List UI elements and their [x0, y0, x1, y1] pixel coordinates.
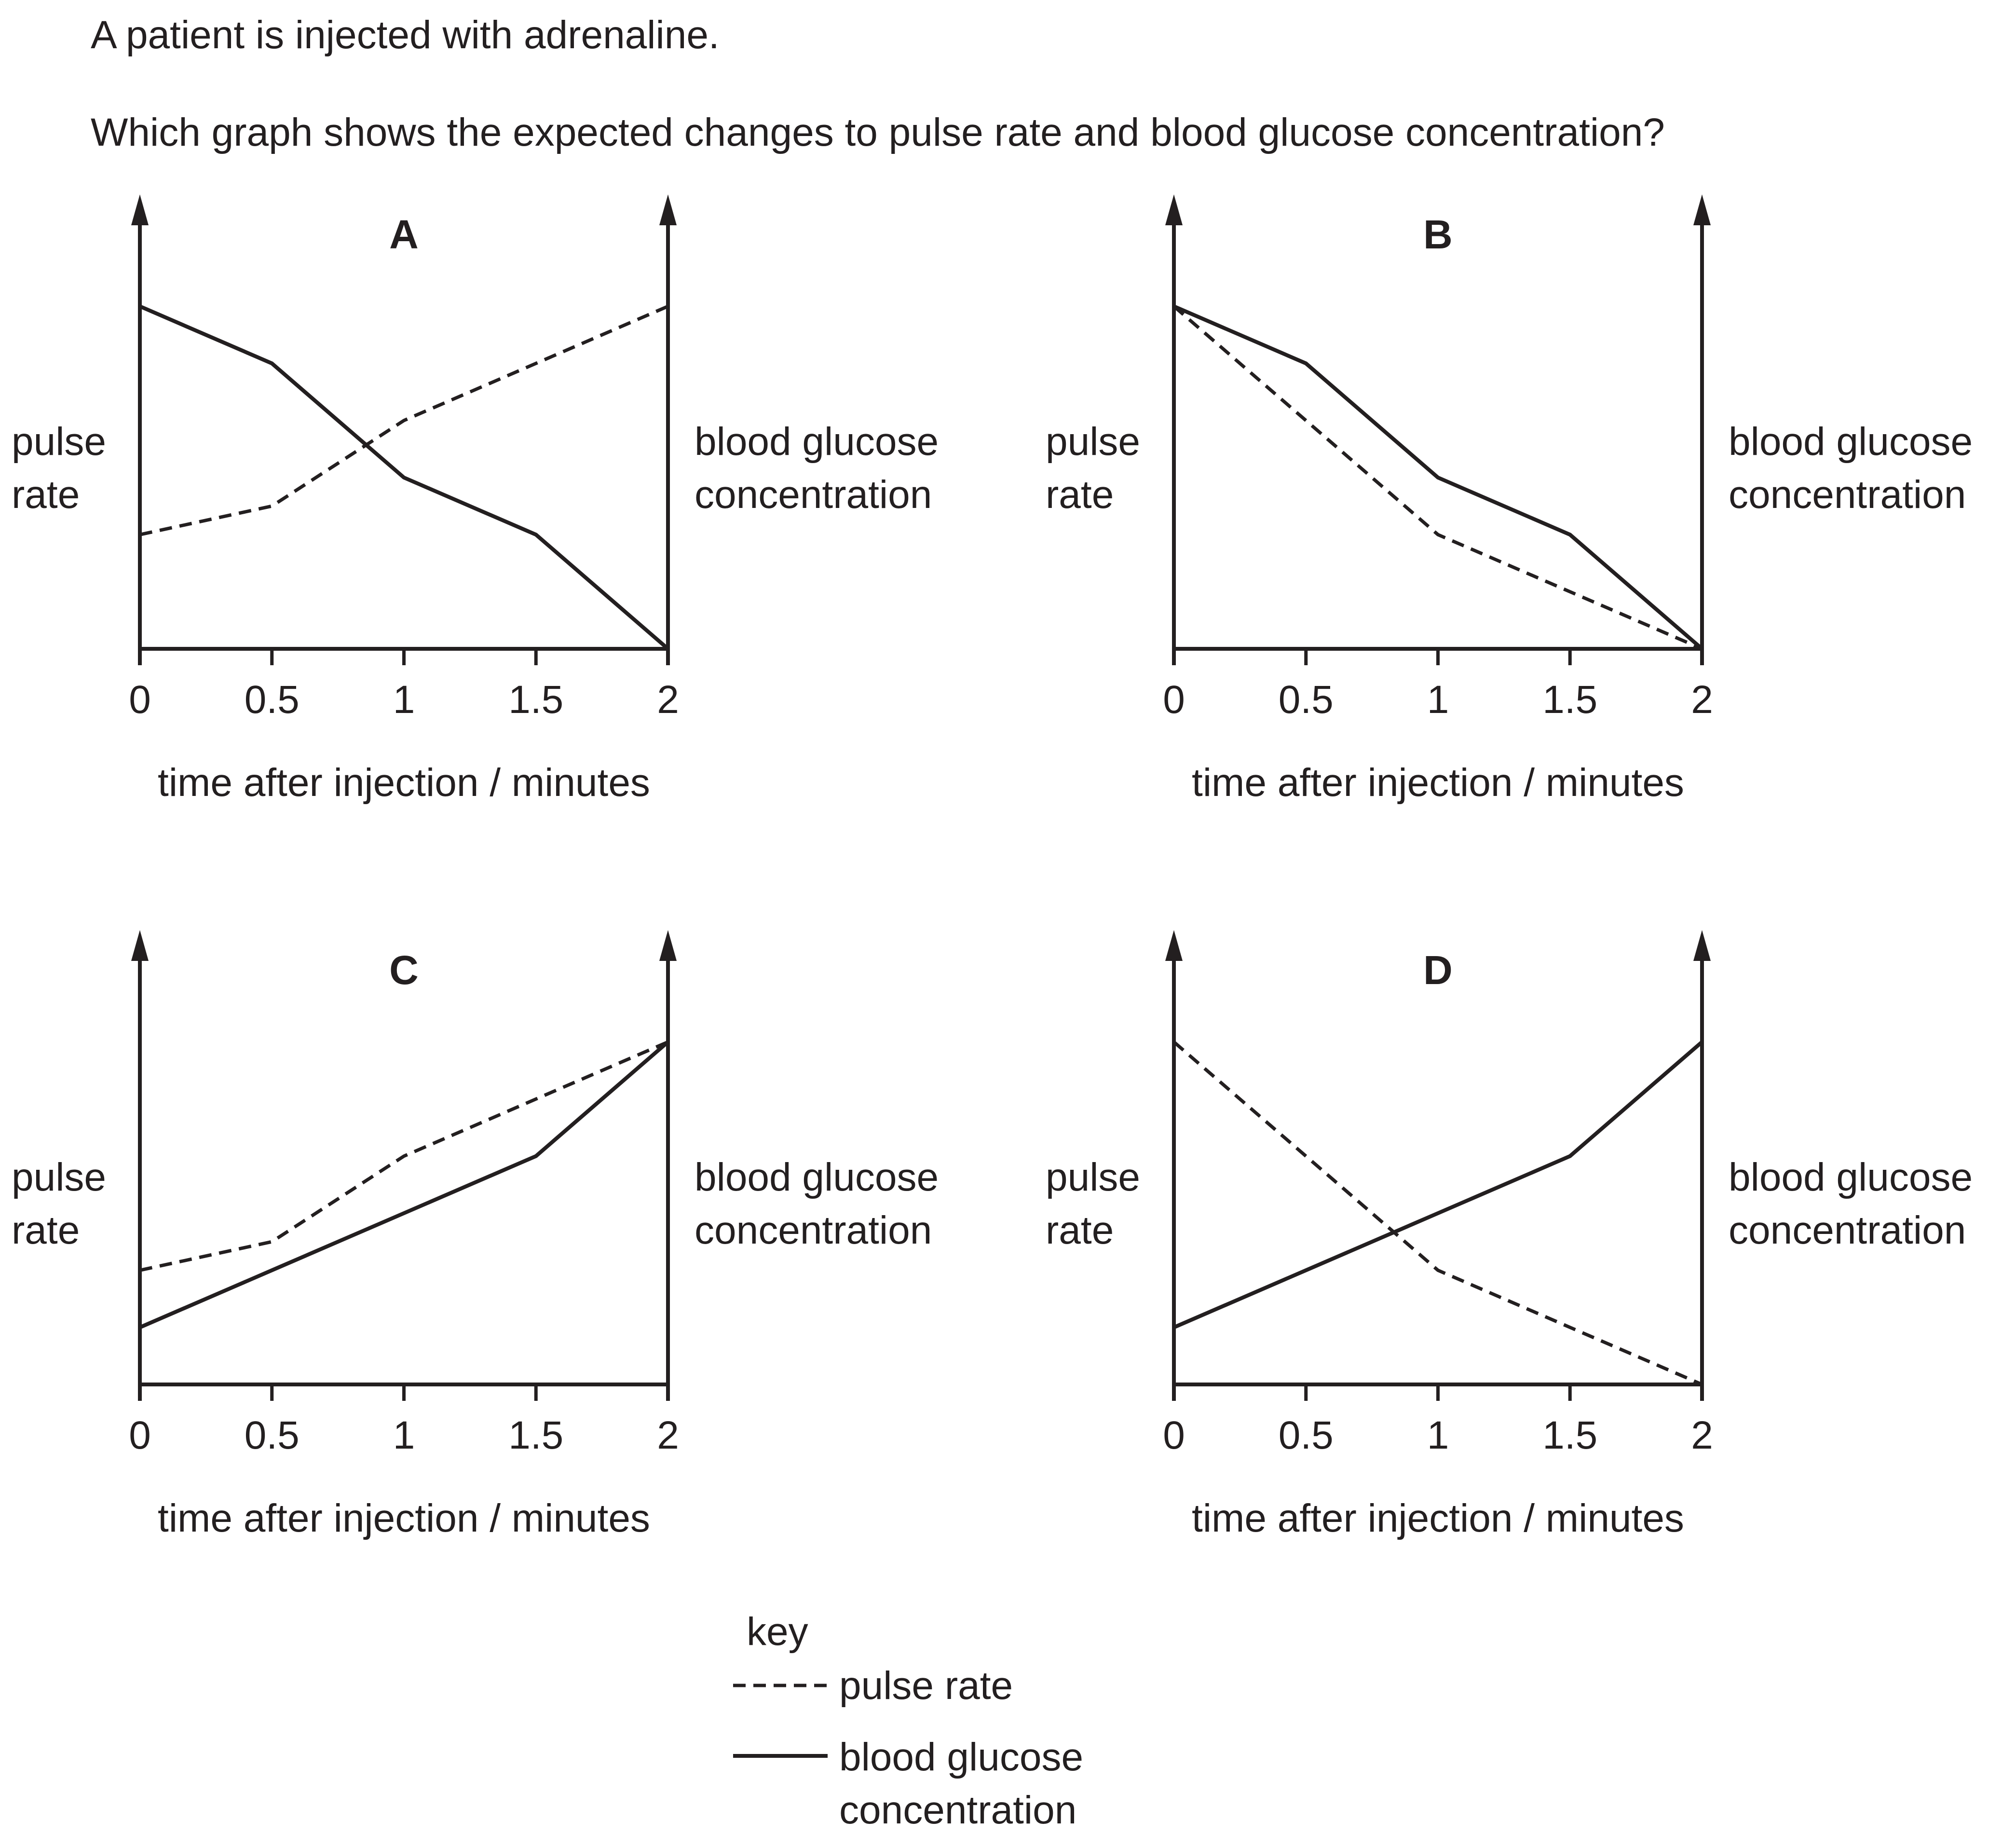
right-axis-label-line1: blood glucose — [695, 420, 939, 464]
left-axis-label-line2: rate — [1046, 1208, 1114, 1252]
x-tick-label: 1 — [393, 678, 415, 722]
x-tick-label: 1 — [393, 1413, 415, 1457]
right-axis-label-line1: blood glucose — [695, 1155, 939, 1199]
right-axis-label-line2: concentration — [1729, 1208, 1966, 1252]
pulse-rate-line — [139, 1040, 669, 1272]
graph-title: C — [389, 947, 419, 993]
right-axis-label-line2: concentration — [1729, 473, 1966, 517]
x-tick-label: 1 — [1427, 1413, 1449, 1457]
blood-glucose-line — [1173, 1040, 1703, 1329]
right-axis-label-line1: blood glucose — [1729, 1155, 1973, 1199]
x-axis-label: time after injection / minutes — [158, 761, 650, 805]
x-tick-label: 1.5 — [1542, 678, 1597, 722]
key-glucose-label-line2: concentration — [839, 1788, 1076, 1832]
left-axis-label-line2: rate — [12, 473, 80, 517]
x-tick-label: 2 — [657, 1413, 679, 1457]
blood-glucose-line — [1173, 304, 1703, 651]
x-tick-label: 1.5 — [508, 1413, 563, 1457]
question-stem: A patient is injected with adrenaline. — [91, 13, 720, 57]
key-pulse-rate-label: pulse rate — [839, 1664, 1013, 1708]
x-tick-label: 0.5 — [245, 678, 300, 722]
x-tick-label: 1.5 — [508, 678, 563, 722]
right-axis-label-line2: concentration — [695, 473, 932, 517]
blood-glucose-line — [139, 304, 669, 651]
blood-glucose-line — [139, 1040, 669, 1329]
key-title: key — [747, 1610, 808, 1654]
left-axis-label-line1: pulse — [12, 1155, 106, 1199]
x-tick-label: 1.5 — [1542, 1413, 1597, 1457]
x-tick-label: 0 — [1163, 1413, 1185, 1457]
pulse-rate-line — [1172, 305, 1703, 651]
left-axis-label-line1: pulse — [1046, 1155, 1140, 1199]
pulse-rate-line — [139, 304, 669, 536]
x-tick-label: 0 — [129, 1413, 151, 1457]
key-glucose-label-line1: blood glucose — [839, 1735, 1083, 1779]
left-axis-label-line2: rate — [12, 1208, 80, 1252]
left-axis-label-line1: pulse — [1046, 420, 1140, 464]
x-axis-label: time after injection / minutes — [158, 1496, 650, 1540]
x-tick-label: 2 — [657, 678, 679, 722]
x-tick-label: 2 — [1691, 1413, 1713, 1457]
graph-title: B — [1423, 212, 1453, 257]
x-tick-label: 0.5 — [1279, 1413, 1334, 1457]
graph-title: A — [389, 212, 419, 257]
key: key pulse rate blood glucose concentrati… — [733, 1610, 1083, 1832]
x-tick-label: 2 — [1691, 678, 1713, 722]
right-axis-label-line1: blood glucose — [1729, 420, 1973, 464]
x-tick-label: 1 — [1427, 678, 1449, 722]
x-axis-label: time after injection / minutes — [1192, 761, 1684, 805]
left-axis-label-line2: rate — [1046, 473, 1114, 517]
pulse-rate-line — [1172, 1041, 1703, 1386]
x-tick-label: 0.5 — [245, 1413, 300, 1457]
x-tick-label: 0.5 — [1279, 678, 1334, 722]
x-axis-label: time after injection / minutes — [1192, 1496, 1684, 1540]
graph-title: D — [1423, 947, 1453, 993]
x-tick-label: 0 — [129, 678, 151, 722]
x-tick-label: 0 — [1163, 678, 1185, 722]
left-axis-label-line1: pulse — [12, 420, 106, 464]
right-axis-label-line2: concentration — [695, 1208, 932, 1252]
question-prompt: Which graph shows the expected changes t… — [91, 110, 1665, 154]
